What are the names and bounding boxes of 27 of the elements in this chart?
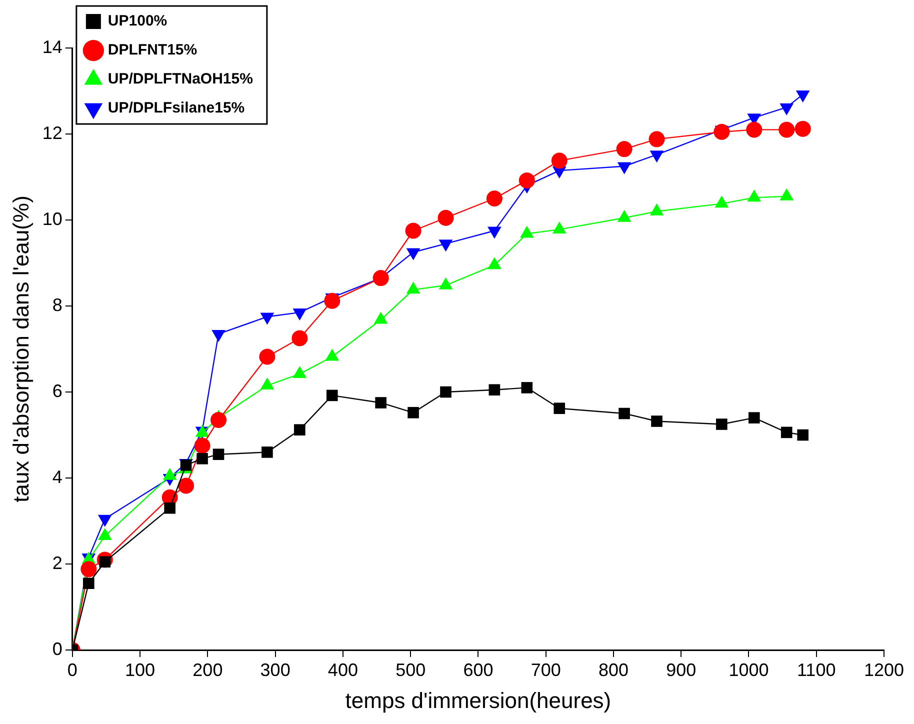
x-tick-label: 1000: [728, 660, 769, 680]
x-tick-label: 400: [328, 660, 358, 680]
x-tick-label: 100: [125, 660, 156, 680]
x-tick-label: 900: [666, 660, 696, 680]
x-tick-label: 700: [530, 660, 561, 680]
x-tick-label: 500: [396, 660, 426, 680]
x-tick-label: 1200: [864, 660, 904, 680]
y-tick-label: 14: [42, 36, 62, 57]
y-tick-label: 0: [52, 638, 62, 659]
x-tick-label: 0: [67, 660, 78, 680]
x-tick-label: 800: [598, 660, 628, 680]
y-axis-title: taux d'absorption dans l'eau(%): [8, 196, 34, 502]
y-tick-label: 6: [52, 380, 62, 401]
y-tick-label: 4: [52, 466, 62, 487]
x-tick-label: 1100: [797, 660, 836, 680]
x-tick-label: 600: [463, 660, 494, 680]
x-tick-label: 300: [260, 660, 290, 680]
y-tick-label: 2: [52, 552, 62, 573]
y-tick-label: 8: [52, 294, 62, 315]
legend-label: UP100%: [108, 12, 168, 30]
x-axis-title: temps d'immersion(heures): [345, 688, 612, 713]
legend-label: UP/DPLFTNaOH15%: [108, 70, 253, 88]
legend-label: UP/DPLFsilane15%: [108, 100, 245, 117]
x-tick-label: 200: [192, 660, 223, 680]
legend-label: DPLFNT15%: [108, 42, 198, 59]
y-tick-label: 10: [42, 208, 62, 229]
y-tick-label: 12: [42, 122, 62, 143]
